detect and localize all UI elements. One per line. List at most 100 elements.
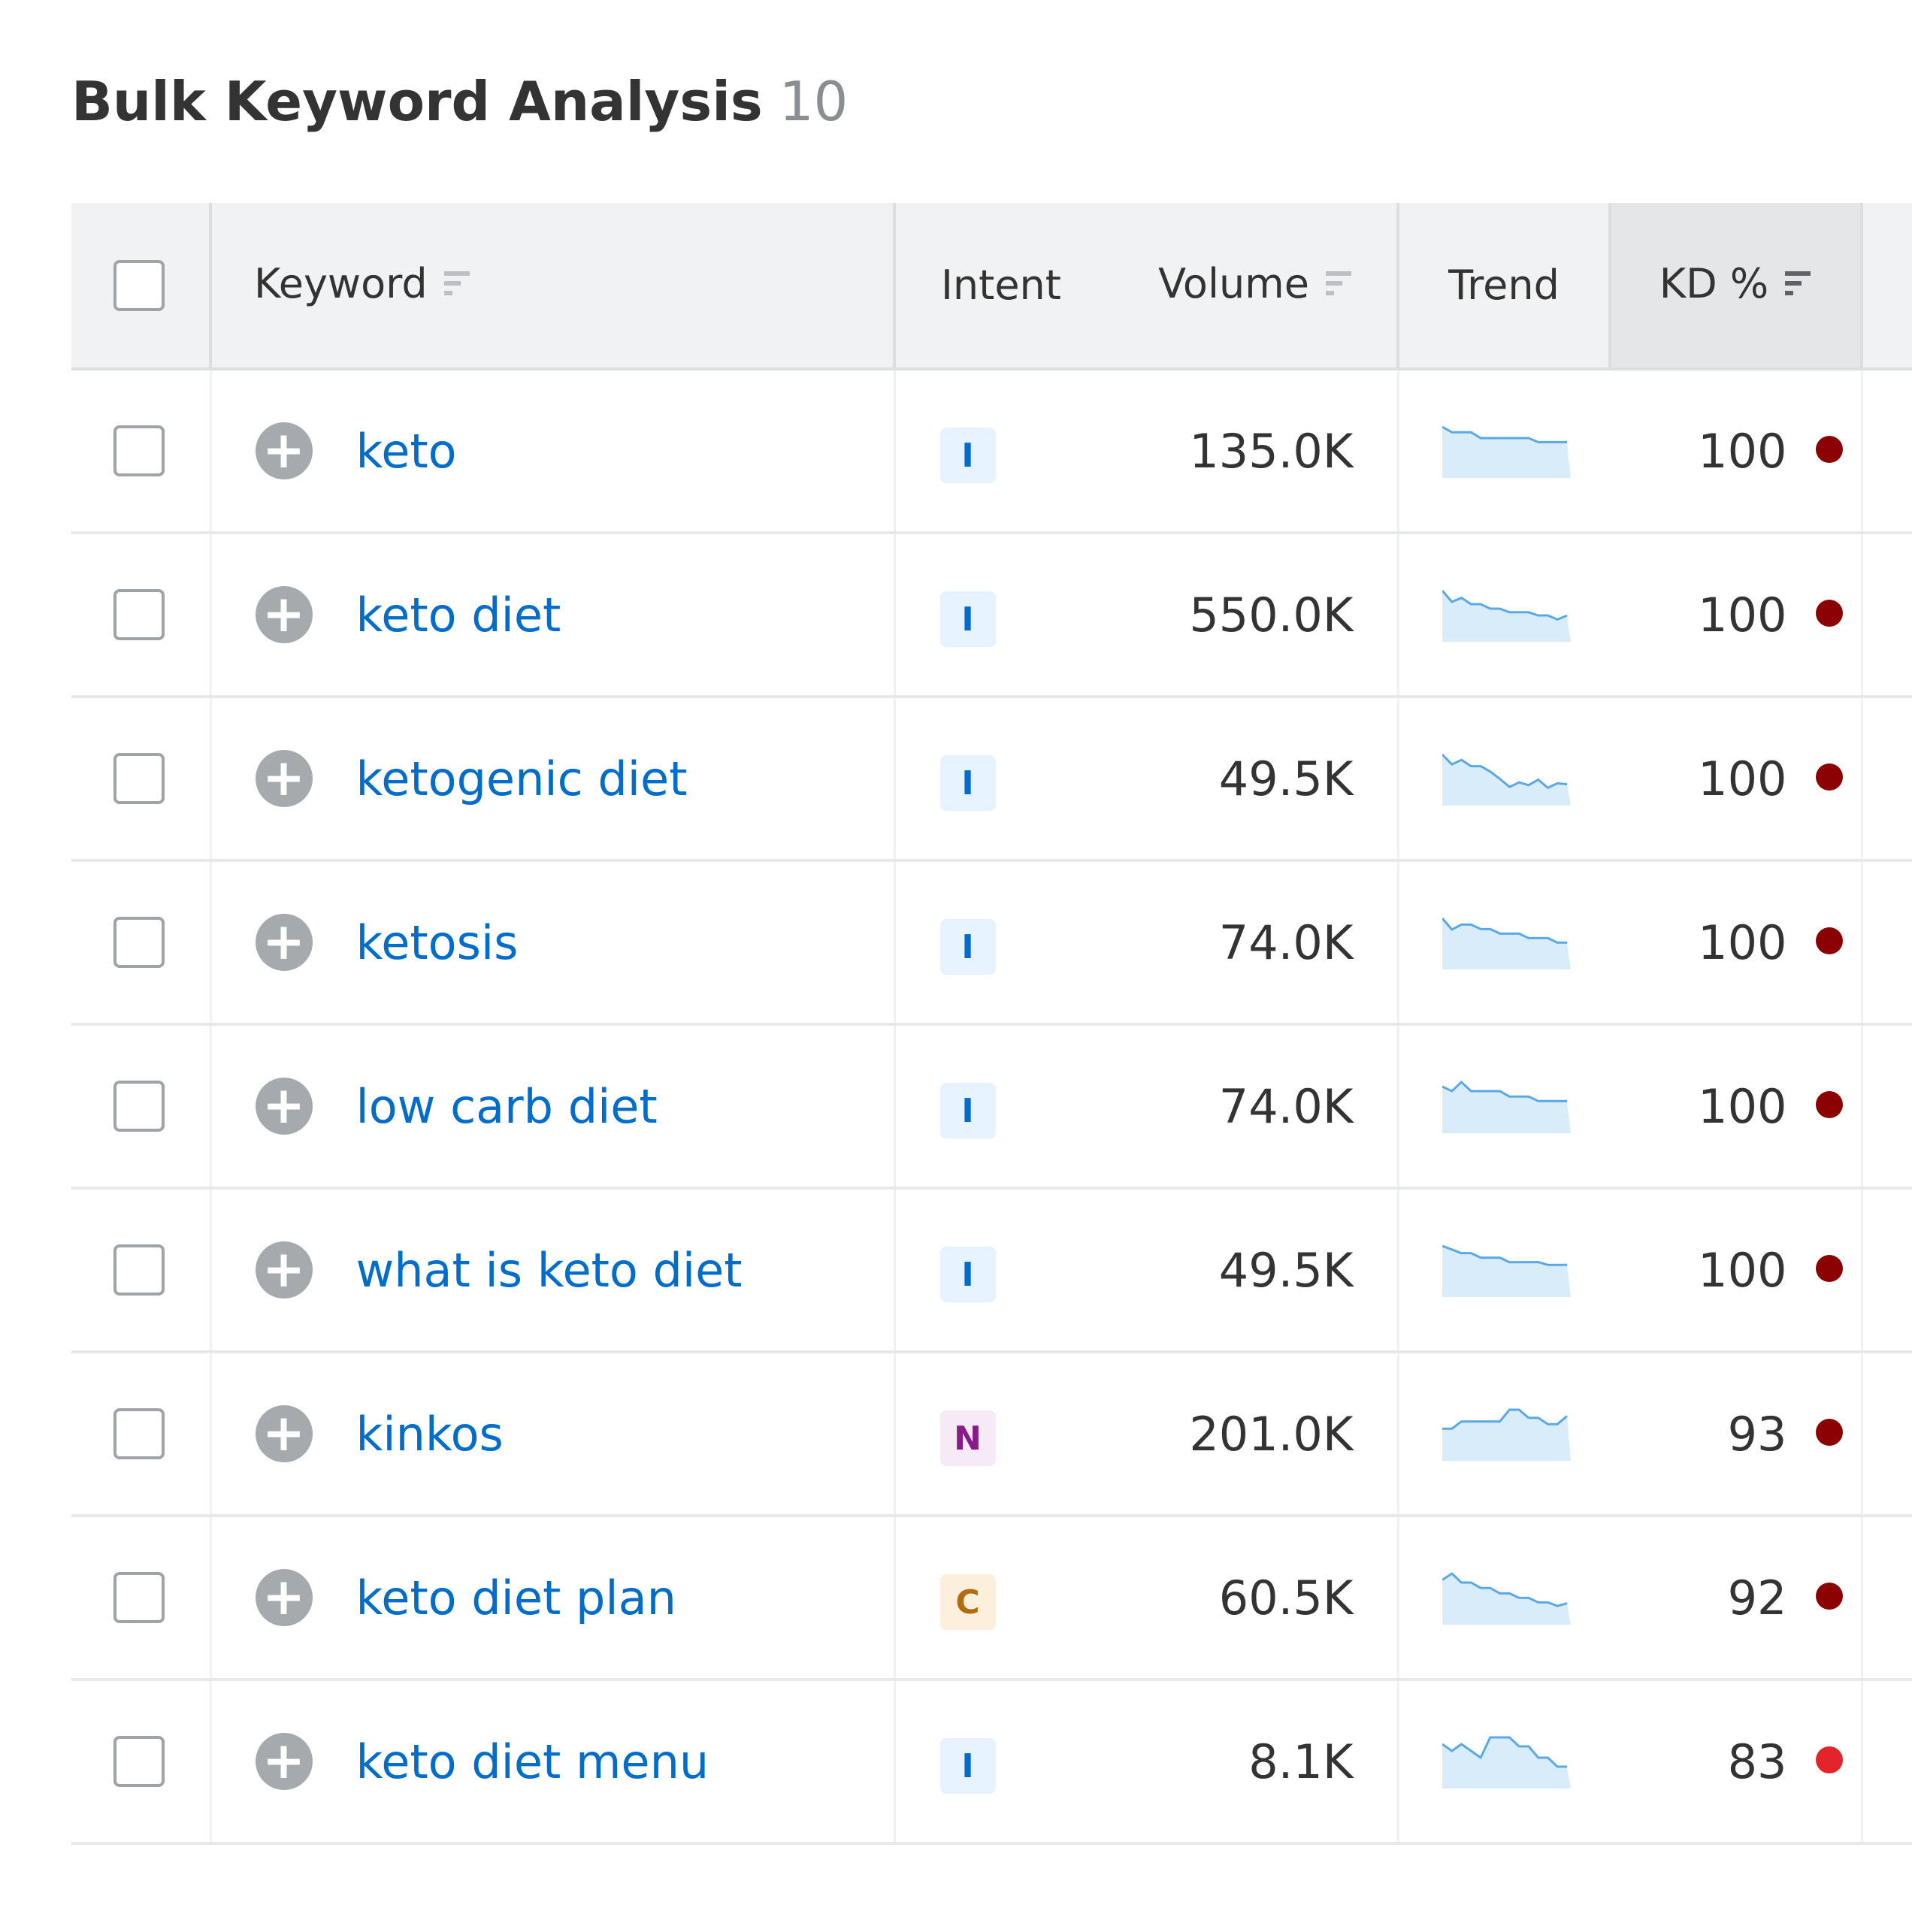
kd-column-header[interactable]: KD % [1608,203,1862,370]
keyword-link[interactable]: keto diet menu [355,1734,709,1789]
keyword-table: Keyword Intent Volume Trend KD % + keto I… [71,203,1912,1845]
extra-cell [1860,369,1912,534]
keyword-link[interactable]: keto diet [355,587,561,642]
row-checkbox[interactable] [113,425,165,476]
intent-cell: C [893,1516,1075,1681]
kd-value: 100 [1698,751,1787,806]
keyword-cell: + keto diet [209,533,894,698]
add-keyword-icon[interactable]: + [255,586,313,643]
keyword-column-header[interactable]: Keyword [209,203,894,370]
keyword-cell: + low carb diet [209,1024,894,1190]
kd-value: 100 [1698,1242,1787,1298]
volume-column-header[interactable]: Volume [1075,203,1398,370]
volume-cell: 135.0K [1075,369,1398,534]
keyword-cell: + keto [209,369,894,534]
kd-value: 93 [1727,1406,1787,1462]
row-checkbox[interactable] [113,589,165,640]
extra-cell [1860,1516,1912,1681]
row-checkbox[interactable] [113,1408,165,1459]
keyword-cell: + kinkos [209,1352,894,1517]
trend-cell [1396,860,1610,1026]
intent-badge: I [939,755,996,811]
extra-column-header [1860,203,1912,370]
add-keyword-icon[interactable]: + [255,1078,313,1135]
keyword-cell: + ketosis [209,860,894,1026]
row-checkbox[interactable] [113,1244,165,1296]
trend-header-label: Trend [1448,262,1560,309]
trend-sparkline [1442,1408,1571,1461]
kd-difficulty-dot [1815,1418,1843,1446]
row-select-cell [71,369,210,534]
add-keyword-icon[interactable]: + [255,1405,313,1462]
row-select-cell [71,1352,210,1517]
add-keyword-icon[interactable]: + [255,422,313,479]
volume-cell: 49.5K [1075,697,1398,862]
table-row: + keto I 135.0K 100 [71,369,1912,534]
kd-difficulty-dot [1815,1090,1843,1118]
kd-value: 83 [1727,1734,1787,1789]
select-all-checkbox[interactable] [113,259,165,311]
trend-cell [1396,1516,1610,1681]
trend-cell [1396,1680,1610,1845]
add-keyword-icon[interactable]: + [255,750,313,807]
keyword-link[interactable]: keto [355,423,457,479]
volume-cell: 60.5K [1075,1516,1398,1681]
row-select-cell [71,697,210,862]
table-header-row: Keyword Intent Volume Trend KD % [71,203,1912,370]
row-checkbox[interactable] [113,917,165,968]
sort-desc-icon[interactable] [1785,260,1812,307]
row-select-cell [71,533,210,698]
table-row: + keto diet plan C 60.5K 92 [71,1516,1912,1681]
keyword-link[interactable]: kinkos [355,1406,504,1462]
row-checkbox[interactable] [113,1736,165,1787]
sort-icon[interactable] [443,260,471,307]
intent-badge: I [939,591,996,647]
select-all-cell [71,203,210,370]
intent-column-header: Intent [893,203,1075,370]
intent-badge: I [939,428,996,483]
row-select-cell [71,860,210,1026]
extra-cell [1860,1352,1912,1517]
kd-difficulty-dot [1815,1254,1843,1282]
intent-badge: I [939,1738,996,1794]
row-checkbox[interactable] [113,753,165,804]
row-checkbox[interactable] [113,1081,165,1132]
add-keyword-icon[interactable]: + [255,914,313,971]
keyword-link[interactable]: ketogenic diet [355,751,688,806]
volume-header-label: Volume [1158,260,1309,308]
page-title: Bulk Keyword Analysis 10 [71,69,848,134]
kd-cell: 100 [1610,533,1862,698]
trend-sparkline [1442,1080,1571,1133]
row-checkbox[interactable] [113,1572,165,1623]
keyword-cell: + what is keto diet [209,1188,894,1353]
kd-difficulty-dot [1815,1746,1843,1773]
keyword-link[interactable]: ketosis [355,915,519,970]
keyword-cell: + keto diet menu [209,1680,894,1845]
keyword-link[interactable]: what is keto diet [355,1242,743,1298]
trend-column-header: Trend [1396,203,1610,370]
row-select-cell [71,1024,210,1190]
intent-header-label: Intent [941,262,1061,309]
kd-cell: 100 [1610,1024,1862,1190]
keyword-count: 10 [779,70,849,133]
trend-sparkline [1442,753,1571,806]
kd-value: 100 [1698,587,1787,642]
add-keyword-icon[interactable]: + [255,1569,313,1626]
kd-cell: 100 [1610,697,1862,862]
intent-badge: C [939,1574,996,1630]
add-keyword-icon[interactable]: + [255,1733,313,1790]
volume-cell: 49.5K [1075,1188,1398,1353]
keyword-link[interactable]: keto diet plan [355,1570,676,1625]
sort-icon[interactable] [1326,260,1353,307]
trend-cell [1396,1024,1610,1190]
table-row: + keto diet I 550.0K 100 [71,533,1912,698]
trend-cell [1396,1188,1610,1353]
kd-cell: 92 [1610,1516,1862,1681]
intent-badge: I [939,1083,996,1138]
intent-cell: I [893,1024,1075,1190]
kd-cell: 93 [1610,1352,1862,1517]
keyword-link[interactable]: low carb diet [355,1078,658,1134]
add-keyword-icon[interactable]: + [255,1241,313,1299]
intent-cell: N [893,1352,1075,1517]
trend-cell [1396,533,1610,698]
